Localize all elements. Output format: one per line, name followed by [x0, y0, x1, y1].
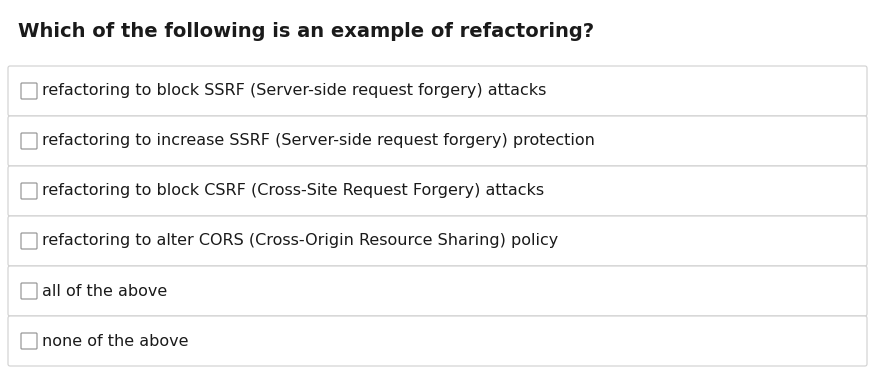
FancyBboxPatch shape	[8, 66, 867, 116]
Text: all of the above: all of the above	[42, 284, 167, 298]
Text: refactoring to alter CORS (Cross-Origin Resource Sharing) policy: refactoring to alter CORS (Cross-Origin …	[42, 234, 558, 248]
FancyBboxPatch shape	[21, 83, 37, 99]
FancyBboxPatch shape	[8, 316, 867, 366]
FancyBboxPatch shape	[8, 116, 867, 166]
Text: none of the above: none of the above	[42, 334, 189, 348]
FancyBboxPatch shape	[8, 166, 867, 216]
FancyBboxPatch shape	[21, 133, 37, 149]
FancyBboxPatch shape	[8, 216, 867, 266]
Text: refactoring to block CSRF (Cross-Site Request Forgery) attacks: refactoring to block CSRF (Cross-Site Re…	[42, 184, 544, 199]
Text: refactoring to increase SSRF (Server-side request forgery) protection: refactoring to increase SSRF (Server-sid…	[42, 133, 595, 149]
Text: Which of the following is an example of refactoring?: Which of the following is an example of …	[18, 22, 594, 41]
FancyBboxPatch shape	[21, 333, 37, 349]
FancyBboxPatch shape	[21, 183, 37, 199]
FancyBboxPatch shape	[21, 233, 37, 249]
FancyBboxPatch shape	[21, 283, 37, 299]
Text: refactoring to block SSRF (Server-side request forgery) attacks: refactoring to block SSRF (Server-side r…	[42, 83, 547, 99]
FancyBboxPatch shape	[8, 266, 867, 316]
